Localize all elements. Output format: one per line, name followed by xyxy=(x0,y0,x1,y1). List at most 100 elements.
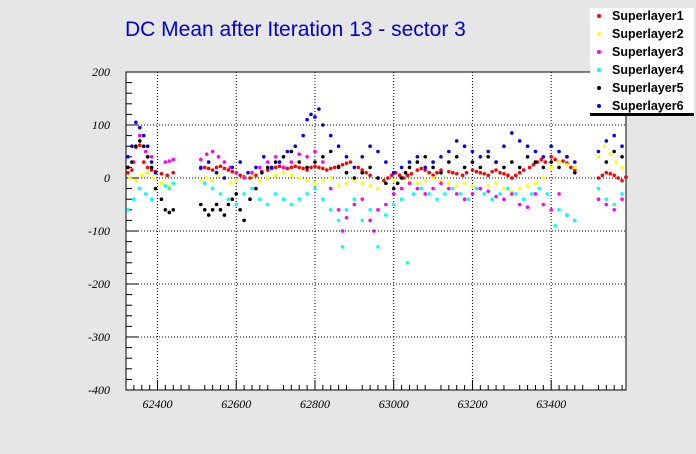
data-point xyxy=(506,173,510,178)
data-point xyxy=(210,186,215,191)
data-point xyxy=(137,143,142,147)
data-point xyxy=(171,170,176,175)
data-point xyxy=(431,173,435,178)
data-point xyxy=(513,192,518,196)
data-point xyxy=(549,155,553,159)
data-point xyxy=(470,160,475,164)
data-point xyxy=(210,168,215,172)
data-point xyxy=(399,186,404,191)
data-point xyxy=(234,202,239,207)
data-point xyxy=(458,192,463,196)
data-point xyxy=(510,189,514,194)
data-point xyxy=(265,176,270,180)
data-point xyxy=(427,192,431,196)
data-point xyxy=(391,186,396,191)
data-point xyxy=(419,186,424,191)
data-point xyxy=(510,192,514,196)
data-point xyxy=(490,169,494,174)
data-point xyxy=(486,155,491,159)
data-point xyxy=(486,149,491,154)
data-point xyxy=(199,202,203,207)
data-point xyxy=(238,173,242,178)
data-point xyxy=(368,144,372,148)
data-point xyxy=(604,202,609,207)
data-point xyxy=(521,197,526,201)
data-point xyxy=(328,208,333,212)
legend-marker xyxy=(597,50,601,54)
x-tick-label: 62800 xyxy=(300,397,330,411)
data-point xyxy=(344,155,349,159)
data-point xyxy=(139,173,144,178)
data-point xyxy=(153,186,158,191)
data-point xyxy=(415,181,420,186)
data-point xyxy=(486,173,491,178)
data-point xyxy=(612,149,616,154)
data-point xyxy=(431,165,435,170)
data-point xyxy=(222,213,227,217)
data-point xyxy=(604,139,609,143)
data-point xyxy=(596,149,601,154)
data-point xyxy=(234,170,239,175)
data-point xyxy=(482,171,487,176)
data-point xyxy=(126,165,130,170)
data-point xyxy=(226,197,231,201)
data-point xyxy=(352,197,357,201)
data-point xyxy=(616,176,620,180)
data-point xyxy=(214,202,219,207)
data-point xyxy=(149,168,154,172)
data-point xyxy=(415,186,420,191)
data-point xyxy=(510,160,514,164)
data-point xyxy=(313,115,317,119)
data-point xyxy=(486,184,491,188)
data-point xyxy=(464,170,469,175)
data-point xyxy=(281,170,286,175)
data-point xyxy=(573,218,577,223)
data-point xyxy=(573,170,577,175)
data-point xyxy=(226,168,231,172)
data-point xyxy=(407,160,412,164)
data-point xyxy=(360,168,365,172)
data-point xyxy=(517,139,522,143)
data-point xyxy=(269,165,274,170)
data-point xyxy=(289,202,294,207)
data-point xyxy=(397,173,402,178)
data-point xyxy=(368,184,372,188)
data-point xyxy=(462,165,467,170)
data-point xyxy=(395,181,400,186)
data-point xyxy=(620,155,624,159)
data-point xyxy=(604,170,609,175)
data-point xyxy=(533,149,538,154)
data-point xyxy=(403,170,408,175)
data-point xyxy=(537,186,542,191)
legend-marker xyxy=(597,14,601,18)
data-point xyxy=(525,205,530,209)
data-point xyxy=(494,168,498,172)
data-point xyxy=(248,176,252,180)
data-point xyxy=(305,165,309,170)
data-point xyxy=(313,181,317,186)
data-point xyxy=(163,184,168,188)
data-point xyxy=(328,133,333,138)
data-point xyxy=(242,218,246,223)
data-point xyxy=(305,168,309,172)
data-point xyxy=(384,160,388,164)
data-point xyxy=(145,155,150,159)
data-point xyxy=(126,155,130,159)
data-point xyxy=(340,162,345,167)
y-tick-label: -200 xyxy=(88,277,110,291)
data-point xyxy=(317,165,321,170)
data-point xyxy=(145,144,150,148)
data-point xyxy=(423,192,428,196)
data-point xyxy=(246,170,250,175)
data-point xyxy=(145,170,150,175)
data-point xyxy=(573,160,577,164)
data-point xyxy=(167,186,172,191)
data-point xyxy=(565,155,569,159)
data-point xyxy=(620,144,624,148)
data-point xyxy=(360,170,365,175)
data-point xyxy=(218,164,223,169)
data-point xyxy=(260,170,264,175)
data-point xyxy=(525,155,530,159)
legend: Superlayer1 Superlayer2 Superlayer3 Superla… xyxy=(590,8,694,116)
data-point xyxy=(478,155,483,159)
